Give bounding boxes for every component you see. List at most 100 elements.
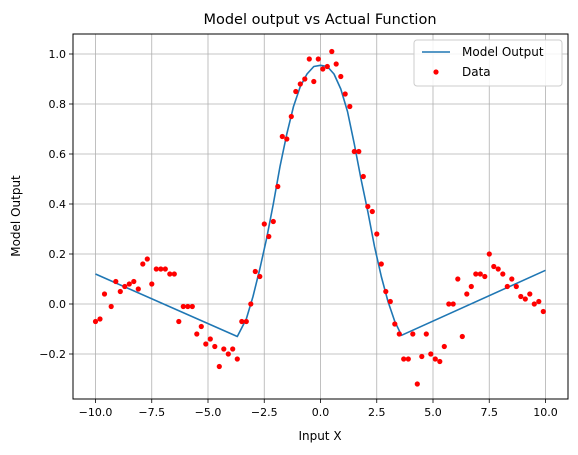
data-point bbox=[378, 261, 384, 267]
x-tick-label: −5.0 bbox=[195, 406, 222, 419]
data-point bbox=[185, 303, 191, 310]
data-point bbox=[171, 271, 177, 277]
data-point bbox=[92, 318, 99, 325]
data-point bbox=[365, 203, 371, 210]
data-point bbox=[410, 331, 416, 337]
data-point bbox=[338, 73, 344, 80]
x-tick-label: −2.5 bbox=[251, 406, 278, 419]
x-tick-label: −10.0 bbox=[79, 406, 113, 419]
y-tick-label: 0.0 bbox=[49, 298, 67, 311]
data-point bbox=[504, 283, 510, 290]
data-point bbox=[144, 256, 150, 262]
data-point bbox=[270, 218, 276, 225]
data-point bbox=[401, 356, 407, 362]
y-tick-label: −0.2 bbox=[39, 348, 66, 361]
data-point bbox=[293, 88, 299, 95]
y-tick-label: 0.4 bbox=[49, 198, 67, 211]
y-axis-label: Model Output bbox=[9, 175, 23, 257]
data-point bbox=[342, 91, 348, 97]
data-point bbox=[446, 301, 452, 307]
data-point bbox=[486, 251, 492, 257]
data-point bbox=[306, 56, 312, 62]
data-point bbox=[288, 113, 294, 120]
data-point bbox=[351, 148, 357, 155]
data-point bbox=[518, 293, 524, 300]
data-point bbox=[329, 48, 335, 55]
data-point bbox=[239, 318, 245, 325]
data-point bbox=[126, 281, 132, 287]
x-tick-label: 2.5 bbox=[368, 406, 386, 419]
x-tick-label: 0.0 bbox=[312, 406, 330, 419]
model-output-line bbox=[95, 64, 546, 338]
data-point bbox=[275, 183, 281, 190]
data-point bbox=[284, 136, 290, 142]
data-point bbox=[261, 221, 267, 227]
data-point bbox=[212, 343, 218, 350]
data-point bbox=[216, 363, 222, 370]
x-tick-label: −7.5 bbox=[138, 406, 165, 419]
x-tick-label: 7.5 bbox=[481, 406, 499, 419]
data-point bbox=[441, 343, 447, 350]
data-point bbox=[97, 316, 103, 322]
data-point bbox=[531, 301, 537, 307]
data-point bbox=[527, 291, 533, 297]
data-point bbox=[243, 318, 249, 325]
data-point bbox=[221, 346, 227, 352]
data-point bbox=[387, 298, 393, 305]
data-point bbox=[302, 76, 308, 82]
data-point bbox=[194, 331, 200, 337]
data-point bbox=[153, 266, 159, 272]
data-point bbox=[419, 353, 425, 360]
data-point bbox=[500, 271, 506, 277]
legend-box bbox=[413, 39, 563, 87]
data-point bbox=[225, 351, 231, 357]
data-point bbox=[135, 286, 141, 292]
data-point bbox=[477, 271, 483, 277]
data-point bbox=[180, 303, 186, 310]
data-point bbox=[459, 333, 465, 340]
x-tick-label: 10.0 bbox=[533, 406, 558, 419]
data-point bbox=[230, 346, 236, 352]
data-point bbox=[108, 303, 114, 310]
y-tick-label: 0.6 bbox=[49, 148, 67, 161]
data-point bbox=[297, 81, 303, 87]
data-point bbox=[482, 273, 488, 280]
data-point bbox=[167, 271, 173, 277]
data-point bbox=[428, 351, 434, 357]
data-point bbox=[536, 298, 542, 305]
data-point bbox=[252, 268, 258, 275]
data-point bbox=[149, 281, 155, 287]
data-point bbox=[522, 296, 528, 302]
data-point bbox=[360, 173, 366, 180]
data-point bbox=[158, 266, 164, 272]
data-point bbox=[432, 356, 438, 362]
data-point bbox=[491, 263, 497, 270]
y-tick-label: 1.0 bbox=[49, 48, 67, 61]
data-point bbox=[414, 381, 420, 387]
data-point bbox=[234, 356, 240, 362]
data-point bbox=[513, 283, 519, 290]
data-point bbox=[509, 276, 515, 282]
legend-point-swatch bbox=[433, 69, 439, 75]
data-point bbox=[455, 276, 461, 282]
data-point bbox=[383, 288, 389, 295]
data-point bbox=[333, 61, 339, 67]
data-point bbox=[315, 56, 321, 62]
data-point bbox=[101, 291, 108, 297]
data-point bbox=[405, 356, 411, 362]
data-point bbox=[468, 283, 474, 290]
data-point bbox=[176, 318, 182, 325]
data-point bbox=[140, 261, 146, 267]
data-point bbox=[198, 323, 204, 330]
data-point bbox=[248, 301, 254, 307]
y-tick-label: 0.2 bbox=[49, 248, 67, 261]
data-point bbox=[450, 301, 456, 307]
legend-label-model-output: Model Output bbox=[462, 45, 544, 59]
data-point bbox=[131, 278, 137, 285]
data-point bbox=[207, 336, 213, 342]
y-axis: −0.2 0.0 0.2 0.4 0.6 0.8 1.0 bbox=[39, 48, 73, 361]
data-point bbox=[162, 266, 168, 272]
data-point bbox=[374, 231, 380, 237]
legend: Model Output Data bbox=[413, 39, 563, 87]
